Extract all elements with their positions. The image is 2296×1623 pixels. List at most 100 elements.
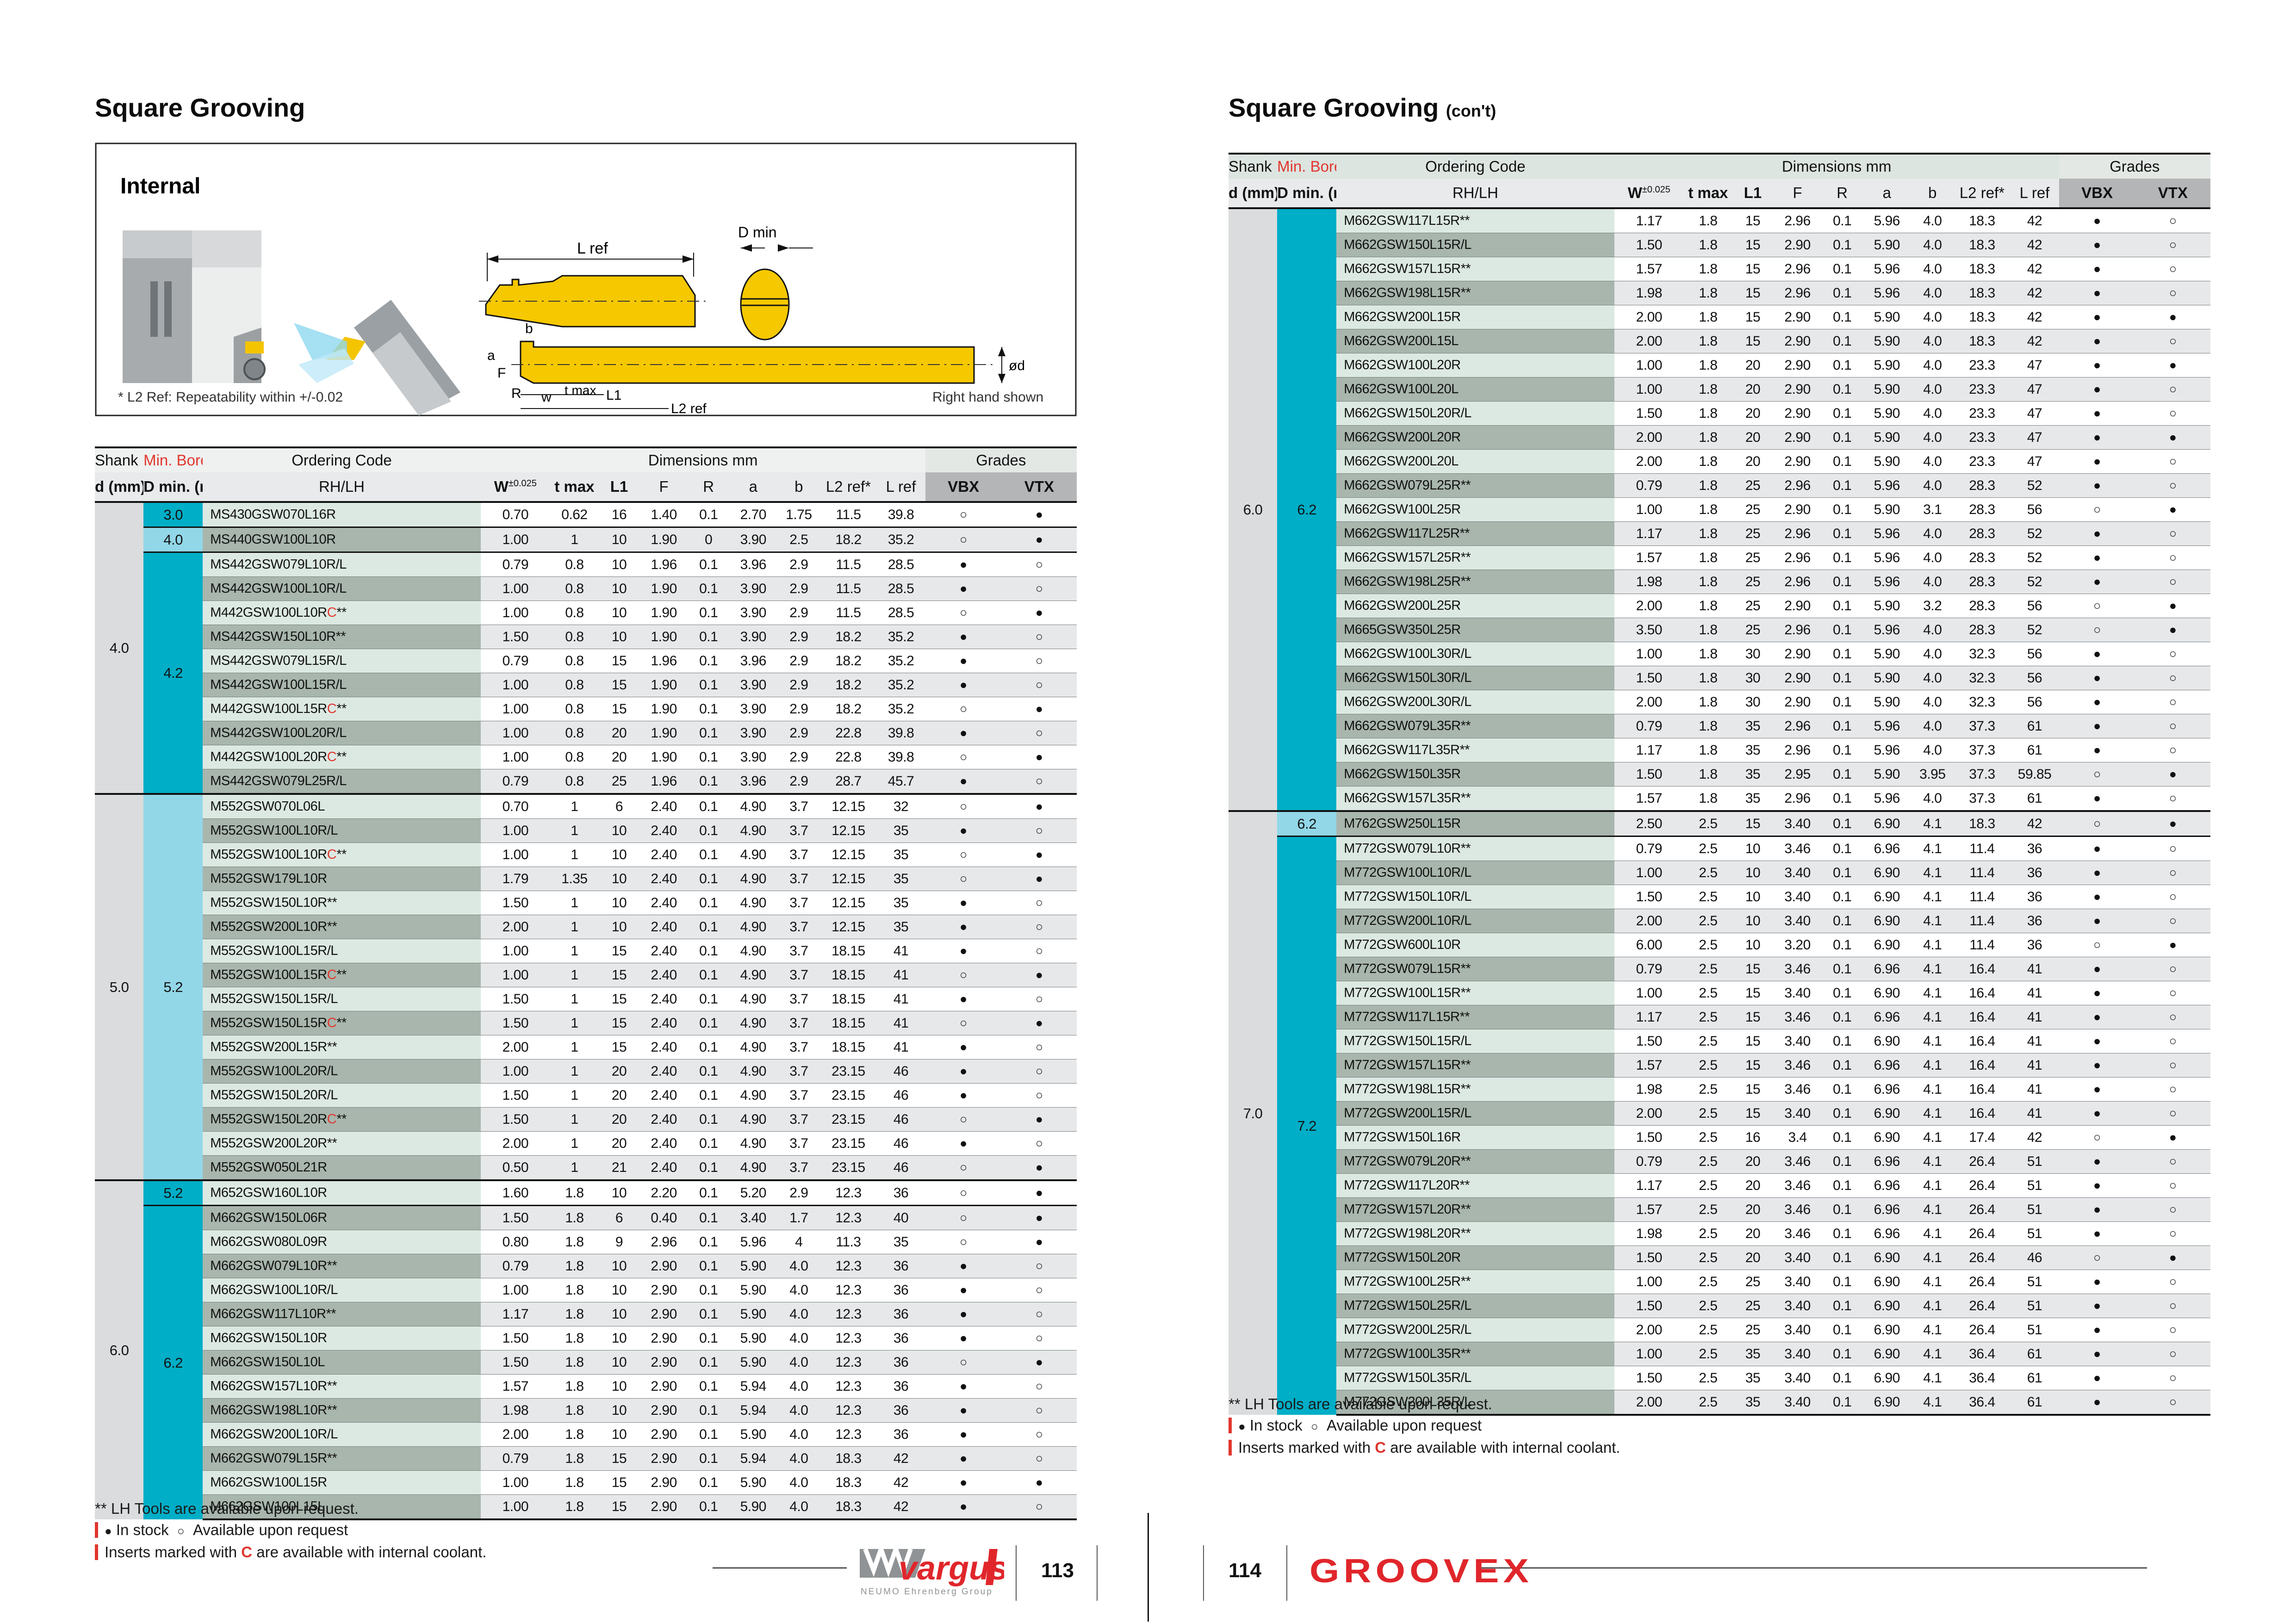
grade-cell: ○ xyxy=(1001,1446,1077,1471)
dimension-cell: 2.5 xyxy=(1683,1318,1732,1342)
grade-cell: ● xyxy=(925,1470,1002,1495)
grade-cell: ● xyxy=(2059,257,2135,281)
dimension-cell: 5.94 xyxy=(729,1446,778,1471)
dimension-cell: 1.50 xyxy=(480,1107,550,1132)
min-bore-dia-cell: 4.0 xyxy=(143,527,203,552)
dimension-cell: 0.1 xyxy=(1822,305,1863,329)
ordering-code-cell: M662GSW117L35R** xyxy=(1336,738,1614,762)
table-row: M772GSW100L10R/L 1.00 2.5 10 3.40 0.1 6.90 4.1 1… xyxy=(1229,861,2210,885)
grade-cell: ● xyxy=(2135,497,2210,522)
grade-cell: ● xyxy=(1001,867,1077,891)
min-bore-dia-cell: 5.2 xyxy=(143,1179,203,1206)
grade-cell: ● xyxy=(2135,933,2210,957)
dimension-cell: 4.0 xyxy=(777,1374,820,1399)
dimension-cell: 0.79 xyxy=(480,551,550,577)
ordering-code-cell: MS440GSW100L10R xyxy=(203,527,481,552)
a-label: a xyxy=(487,348,495,363)
dimension-cell: 1.90 xyxy=(639,697,689,721)
dimension-cell: 37.3 xyxy=(1954,786,2011,811)
dimension-cell: 1 xyxy=(550,939,599,963)
dimension-cell: 15 xyxy=(598,1011,640,1035)
dimension-cell: 42 xyxy=(2010,233,2059,257)
table-row: M662GSW150L35R 1.50 1.8 35 2.95 0.1 5.90 3.95 37… xyxy=(1229,762,2210,787)
grade-cell: ● xyxy=(2059,909,2135,933)
ordering-code-cell: M552GSW200L15R** xyxy=(203,1035,481,1059)
dimension-cell: 4.0 xyxy=(777,1470,820,1495)
dimension-cell: 0.1 xyxy=(688,673,729,697)
dimension-cell: 1.00 xyxy=(1614,642,1684,666)
footer-bar xyxy=(1203,1545,1204,1601)
dimension-cell: 0.1 xyxy=(1822,449,1863,474)
table-row: M662GSW150L15R/L 1.50 1.8 15 2.90 0.1 5.90 4.0 1… xyxy=(1229,233,2210,257)
grade-cell: ○ xyxy=(2135,329,2210,353)
dimension-cell: 46 xyxy=(2010,1245,2059,1270)
dimension-cell: 0.1 xyxy=(1822,377,1863,402)
dimension-cell: 10 xyxy=(598,1350,640,1375)
dimension-cell: 2.90 xyxy=(639,1302,689,1326)
dimension-cell: 2.9 xyxy=(777,1179,820,1206)
dimension-cell: 56 xyxy=(2010,497,2059,522)
dimension-cell: 1 xyxy=(550,1155,599,1180)
dimension-cell: 59.85 xyxy=(2010,762,2059,787)
dimension-cell: 16.4 xyxy=(1954,1005,2011,1029)
dimension-cell: 15 xyxy=(598,673,640,697)
dimension-cell: 3.40 xyxy=(1773,885,1822,909)
dimension-cell: 18.2 xyxy=(820,625,877,649)
dimension-cell: 26.4 xyxy=(1954,1173,2011,1198)
dimension-cell: 2.00 xyxy=(1614,329,1684,353)
dimension-cell: 2.96 xyxy=(1773,208,1822,233)
grade-cell: ○ xyxy=(1001,1035,1077,1059)
dimension-cell: 4.1 xyxy=(1911,1125,1954,1150)
grade-cell: ○ xyxy=(925,1230,1002,1254)
dimension-cell: 35.2 xyxy=(876,697,925,721)
dimension-cell: 1.00 xyxy=(1614,981,1684,1005)
dimension-cell: 1.96 xyxy=(639,551,689,577)
dimension-cell: 1.90 xyxy=(639,673,689,697)
left-footnotes: ** LH Tools are available upon request. … xyxy=(95,1498,486,1563)
dimension-cell: 1.8 xyxy=(1683,281,1732,305)
dimension-cell: 12.15 xyxy=(820,867,877,891)
dimension-cell: 32.3 xyxy=(1954,642,2011,666)
dimension-cell: 1.8 xyxy=(550,1205,599,1230)
dimension-cell: 4.0 xyxy=(777,1326,820,1350)
dimension-cell: 4.90 xyxy=(729,987,778,1011)
ordering-code-cell: M662GSW150L10L xyxy=(203,1350,481,1375)
ordering-code-cell: M662GSW200L15L xyxy=(1336,329,1614,353)
dimension-cell: 6.90 xyxy=(1862,810,1911,836)
dimension-cell: 0.1 xyxy=(1822,1390,1863,1416)
grade-cell: ● xyxy=(2135,762,2210,787)
footnote-stock: ● In stock ○ Available upon request xyxy=(95,1519,486,1542)
dimension-cell: 20 xyxy=(1732,449,1774,474)
column-group-header: Shank Dia. xyxy=(95,452,143,469)
dimension-cell: 4.90 xyxy=(729,915,778,939)
dimension-cell: 0.1 xyxy=(1822,933,1863,957)
dimension-cell: 61 xyxy=(2010,714,2059,738)
dimension-cell: 3.40 xyxy=(1773,1342,1822,1366)
dimension-cell: 35 xyxy=(1732,738,1774,762)
ordering-code-cell: M772GSW200L15R/L xyxy=(1336,1101,1614,1126)
ordering-code-cell: M662GSW198L15R** xyxy=(1336,281,1614,305)
dimension-cell: 1.8 xyxy=(550,1470,599,1495)
dimension-cell: 12.3 xyxy=(820,1350,877,1375)
dimension-cell: 46 xyxy=(876,1107,925,1132)
table-row: M662GSW200L20L 2.00 1.8 20 2.90 0.1 5.90 4.0 23.… xyxy=(1229,449,2210,474)
grade-cell: ● xyxy=(2059,521,2135,546)
dimension-cell: 2.5 xyxy=(1683,1366,1732,1390)
dimension-cell: 36 xyxy=(876,1254,925,1278)
grade-cell: ● xyxy=(925,625,1002,649)
dimension-cell: 2.40 xyxy=(639,842,689,867)
dimension-cell: 10 xyxy=(598,1278,640,1302)
dimension-cell: 0.1 xyxy=(688,891,729,915)
dimension-cell: 1.8 xyxy=(1683,449,1732,474)
grade-cell: ○ xyxy=(2135,1318,2210,1342)
min-bore-dia-cell: 7.2 xyxy=(1277,836,1337,1415)
dimension-cell: 41 xyxy=(876,1035,925,1059)
dimension-cell: 36 xyxy=(876,1374,925,1399)
ordering-code-cell: M552GSW200L20R** xyxy=(203,1131,481,1156)
dimension-cell: 16 xyxy=(1732,1125,1774,1150)
dimension-cell: 10 xyxy=(598,891,640,915)
grade-cell: ○ xyxy=(1001,673,1077,697)
dimension-cell: 2.90 xyxy=(1773,401,1822,426)
ordering-code-cell: M662GSW079L10R** xyxy=(203,1254,481,1278)
grade-cell: ○ xyxy=(1001,818,1077,843)
